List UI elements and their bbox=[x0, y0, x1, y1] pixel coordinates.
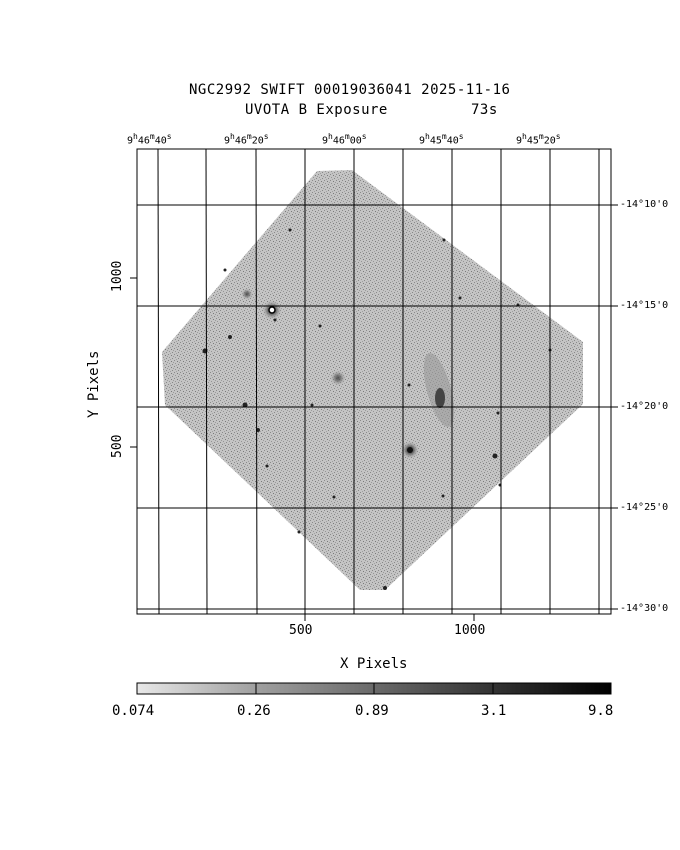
plot-frame bbox=[136, 148, 612, 615]
x-tick-label: 1000 bbox=[454, 623, 486, 638]
dec-tick-label: -14°30'0 bbox=[620, 603, 669, 614]
point-sources bbox=[202, 228, 552, 590]
x-tick-label: 500 bbox=[289, 623, 313, 638]
colorbar-label: 0.074 bbox=[112, 703, 155, 719]
exposure-time: 73s bbox=[471, 102, 498, 118]
image-title: NGC2992 SWIFT 00019036041 2025-11-16 bbox=[189, 82, 511, 98]
x-axis-label: X Pixels bbox=[340, 656, 408, 672]
colorbar-label: 3.1 bbox=[481, 703, 507, 719]
exposure-label: UVOTA B Exposure bbox=[245, 102, 388, 118]
colorbar-label: 0.26 bbox=[237, 703, 271, 719]
ra-tick-label: 9h45m40s bbox=[419, 132, 464, 147]
dec-tick-label: -14°20'0 bbox=[620, 401, 669, 412]
colorbar-label: 0.89 bbox=[355, 703, 389, 719]
dec-tick-label: -14°25'0 bbox=[620, 502, 669, 513]
galaxy-nucleus bbox=[435, 388, 445, 408]
ra-tick-label: 9h46m40s bbox=[127, 132, 172, 147]
faint-galaxy bbox=[330, 370, 346, 386]
y-tick-label: 500 bbox=[110, 434, 125, 458]
ra-tick-label: 9h46m20s bbox=[224, 132, 269, 147]
ra-tick-label: 9h46m00s bbox=[322, 132, 367, 147]
dec-tick-label: -14°15'0 bbox=[620, 300, 669, 311]
uvot-image-field bbox=[162, 170, 583, 590]
faint-galaxy bbox=[241, 288, 253, 300]
coordinate-grid bbox=[137, 148, 611, 615]
dec-tick-label: -14°10'0 bbox=[620, 199, 669, 210]
y-axis-label: Y Pixels bbox=[86, 350, 102, 418]
y-tick-label: 1000 bbox=[110, 260, 125, 292]
ra-tick-label: 9h45m20s bbox=[516, 132, 561, 147]
colorbar-label: 9.8 bbox=[588, 703, 614, 719]
